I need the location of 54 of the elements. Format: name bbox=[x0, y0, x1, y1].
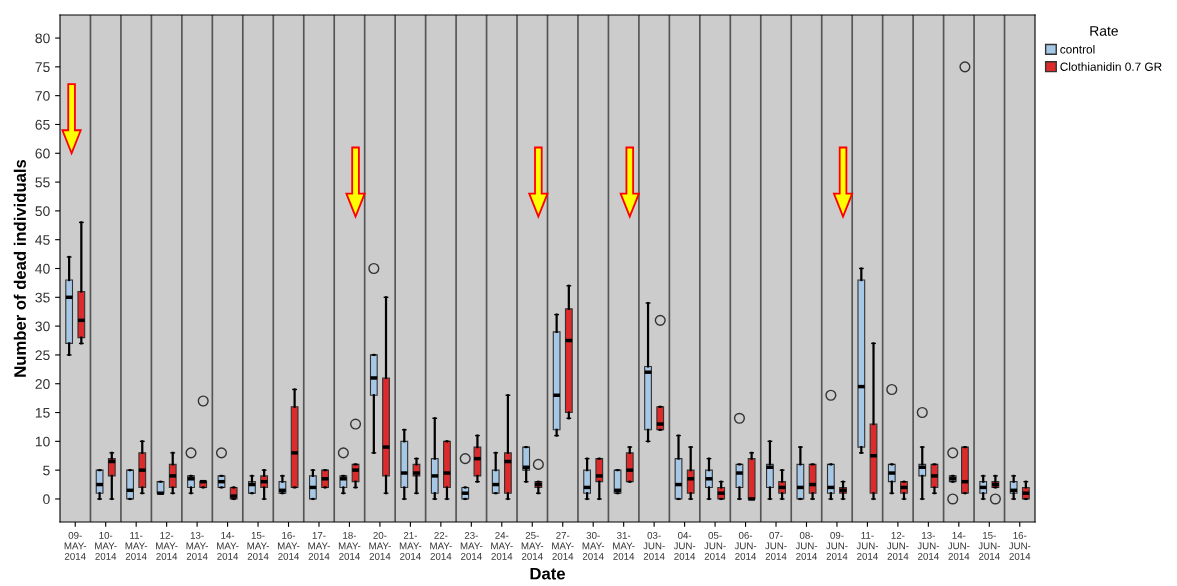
x-tick-label: 18-MAY-2014 bbox=[338, 531, 361, 560]
x-tick-label: 12-JUN-2014 bbox=[886, 531, 909, 560]
x-tick-label: 05-JUN-2014 bbox=[704, 531, 726, 560]
y-tick-label: 45 bbox=[35, 235, 50, 245]
y-tick-label: 35 bbox=[35, 292, 50, 303]
x-tick-label: 12-MAY-2014 bbox=[156, 531, 178, 560]
x-tick-label: 13-JUN-2014 bbox=[917, 531, 939, 560]
y-tick-label: 55 bbox=[35, 177, 50, 188]
y-tick-label: 20 bbox=[35, 379, 50, 389]
y-tick-label: 10 bbox=[35, 436, 50, 447]
y-tick-label: 70 bbox=[35, 90, 50, 101]
x-tick-label: 21-MAY-2014 bbox=[399, 531, 422, 560]
x-tick-label: 24-MAY-2014 bbox=[491, 531, 513, 560]
x-tick-label: 25-MAY-2014 bbox=[521, 531, 544, 560]
y-tick-label: 80 bbox=[35, 33, 50, 44]
y-tick-label: 50 bbox=[35, 206, 50, 217]
x-tick-label: 09-MAY-2014 bbox=[64, 531, 87, 560]
legend-title: Rate bbox=[1090, 26, 1118, 36]
y-tick-label: 5 bbox=[43, 465, 50, 476]
x-tick-label: 03-JUN-2014 bbox=[643, 531, 665, 560]
x-tick-label: 14-MAY-2014 bbox=[217, 532, 239, 560]
y-tick-label: 75 bbox=[35, 62, 50, 73]
x-tick-label: 27-MAY-2014 bbox=[552, 531, 574, 560]
x-tick-label: 22-MAY-2014 bbox=[430, 531, 452, 560]
x-tick-label: 31-MAY-2014 bbox=[613, 531, 635, 560]
x-tick-label: 30-MAY-2014 bbox=[582, 531, 605, 560]
y-tick-label: 65 bbox=[35, 119, 50, 130]
x-tick-label: 07-JUN-2014 bbox=[765, 531, 787, 560]
y-tick-label: 25 bbox=[35, 350, 50, 361]
x-tick-label: 11-MAY-2014 bbox=[125, 532, 148, 560]
legend-label: control bbox=[1060, 44, 1095, 54]
y-tick-label: 60 bbox=[35, 148, 50, 159]
y-tick-label: 0 bbox=[43, 494, 50, 505]
x-tick-label: 16-MAY-2014 bbox=[277, 531, 300, 560]
x-tick-label: 10-MAY-2014 bbox=[95, 531, 117, 560]
x-tick-label: 04-JUN-2014 bbox=[673, 531, 696, 560]
legend-label: Clothianidin 0.7 GR bbox=[1060, 62, 1162, 71]
x-axis-title: Date bbox=[530, 567, 565, 580]
y-tick-label: 40 bbox=[35, 263, 50, 274]
x-tick-label: 11-JUN-2014 bbox=[856, 532, 879, 560]
x-tick-label: 14-JUN-2014 bbox=[947, 532, 970, 560]
x-tick-label: 23-MAY-2014 bbox=[460, 531, 483, 560]
x-tick-label: 08-JUN-2014 bbox=[795, 531, 818, 560]
x-tick-label: 15-JUN-2014 bbox=[978, 532, 1000, 560]
x-tick-label: 06-JUN-2014 bbox=[734, 531, 757, 560]
x-tick-label: 20-MAY-2014 bbox=[369, 531, 391, 560]
x-tick-label: 15-MAY-2014 bbox=[247, 532, 269, 560]
x-tick-label: 13-MAY-2014 bbox=[186, 531, 209, 560]
x-tick-label: 17-MAY-2014 bbox=[308, 532, 330, 560]
y-tick-label: 30 bbox=[35, 321, 50, 332]
x-tick-label: 16-JUN-2014 bbox=[1008, 531, 1031, 560]
y-tick-label: 15 bbox=[35, 408, 50, 418]
x-tick-label: 09-JUN-2014 bbox=[826, 531, 848, 560]
y-axis-title: Number of dead individuals bbox=[13, 159, 26, 377]
